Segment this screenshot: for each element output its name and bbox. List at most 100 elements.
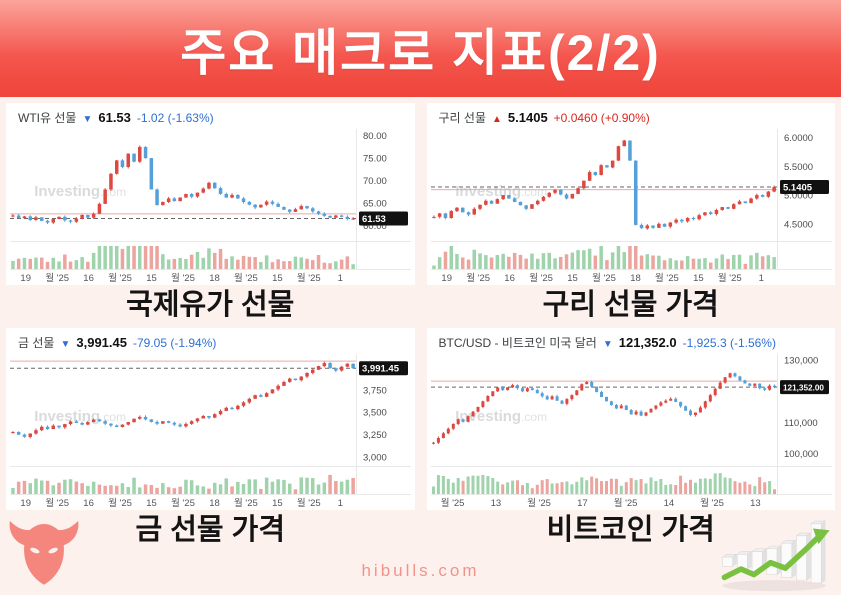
svg-text:월 '25: 월 '25 bbox=[171, 497, 195, 509]
svg-text:6.0000: 6.0000 bbox=[784, 133, 813, 144]
svg-text:75.00: 75.00 bbox=[363, 154, 387, 165]
price-down-icon: ▼ bbox=[60, 339, 71, 350]
charts-row-top: WTI유 선물 ▼ 61.53 -1.02 (-1.63%) Investing… bbox=[0, 103, 841, 285]
title-banner: 주요 매크로 지표(2/2) bbox=[0, 0, 841, 97]
svg-text:15: 15 bbox=[272, 498, 283, 509]
svg-text:1: 1 bbox=[338, 498, 343, 509]
chart-header-copper: 구리 선물 ▲ 5.1405 +0.0460 (+0.90%) bbox=[431, 107, 834, 129]
instrument-name: 금 선물 bbox=[18, 336, 55, 350]
bull-logo-icon bbox=[9, 520, 79, 585]
site-url: hibulls.com bbox=[361, 561, 480, 580]
svg-text:16: 16 bbox=[83, 498, 94, 509]
svg-text:60.00: 60.00 bbox=[363, 221, 387, 232]
svg-text:130,000: 130,000 bbox=[784, 356, 818, 367]
svg-text:13: 13 bbox=[490, 498, 501, 509]
last-price: 5.1405 bbox=[507, 110, 548, 125]
svg-text:17: 17 bbox=[577, 498, 588, 509]
price-down-icon: ▼ bbox=[82, 114, 93, 125]
svg-text:Investing.com: Investing.com bbox=[34, 183, 126, 200]
svg-text:월 '25: 월 '25 bbox=[108, 272, 132, 284]
chart-header-wti: WTI유 선물 ▼ 61.53 -1.02 (-1.63%) bbox=[10, 107, 413, 129]
svg-text:15: 15 bbox=[567, 273, 578, 284]
svg-text:61.53: 61.53 bbox=[362, 214, 386, 225]
chart-header-gold: 금 선물 ▼ 3,991.45 -79.05 (-1.94%) bbox=[10, 332, 413, 354]
svg-text:3,991.45: 3,991.45 bbox=[362, 364, 400, 375]
caption-copper-futures: 구리 선물 가격 bbox=[542, 289, 719, 321]
svg-text:월 '25: 월 '25 bbox=[655, 272, 679, 284]
price-change: +0.0460 (+0.90%) bbox=[553, 111, 650, 125]
svg-text:월 '25: 월 '25 bbox=[700, 497, 724, 509]
svg-text:100,000: 100,000 bbox=[784, 449, 818, 460]
svg-text:110,000: 110,000 bbox=[784, 418, 818, 429]
rising-bar-chart-icon bbox=[721, 520, 830, 592]
charts-row-bottom: 금 선물 ▼ 3,991.45 -79.05 (-1.94%) Investin… bbox=[0, 328, 841, 510]
captions-row-top: 국제유가 선물 구리 선물 가격 bbox=[0, 288, 841, 322]
captions-row-bottom: 금 선물 가격 비트코인 가격 bbox=[0, 513, 841, 547]
svg-text:80.00: 80.00 bbox=[363, 131, 387, 142]
svg-text:19: 19 bbox=[20, 273, 31, 284]
svg-text:월 '25: 월 '25 bbox=[45, 497, 69, 509]
svg-text:월 '25: 월 '25 bbox=[234, 272, 258, 284]
caption-oil-futures: 국제유가 선물 bbox=[126, 289, 295, 321]
last-price: 121,352.0 bbox=[618, 335, 677, 350]
svg-text:5.1405: 5.1405 bbox=[783, 183, 813, 194]
price-up-icon: ▲ bbox=[492, 114, 502, 125]
svg-text:19: 19 bbox=[441, 273, 452, 284]
chart-card-wti: WTI유 선물 ▼ 61.53 -1.02 (-1.63%) Investing… bbox=[6, 103, 415, 285]
svg-text:월 '25: 월 '25 bbox=[440, 497, 464, 509]
svg-text:3,750: 3,750 bbox=[363, 385, 387, 396]
price-down-icon: ▼ bbox=[602, 339, 613, 350]
instrument-name: 구리 선물 bbox=[438, 111, 487, 125]
svg-text:15: 15 bbox=[693, 273, 704, 284]
svg-text:4.5000: 4.5000 bbox=[784, 219, 813, 230]
btc-candlestick-chart: Investing.com130,000110,000100,000121,35… bbox=[430, 354, 832, 510]
svg-text:월 '25: 월 '25 bbox=[45, 272, 69, 284]
last-price: 3,991.45 bbox=[76, 335, 127, 350]
svg-text:3,250: 3,250 bbox=[363, 430, 387, 441]
svg-text:15: 15 bbox=[146, 273, 157, 284]
svg-text:13: 13 bbox=[750, 498, 761, 509]
svg-text:월 '25: 월 '25 bbox=[466, 272, 490, 284]
copper-candlestick-chart: Investing.com 6.0000 5.5000 5.0000 4.5000 5.1… bbox=[430, 129, 832, 285]
caption-gold-futures: 금 선물 가격 bbox=[135, 514, 285, 546]
svg-text:월 '25: 월 '25 bbox=[527, 497, 551, 509]
svg-text:5.0000: 5.0000 bbox=[784, 191, 813, 202]
svg-text:3,000: 3,000 bbox=[363, 453, 387, 464]
svg-text:월 '25: 월 '25 bbox=[171, 272, 195, 284]
chart-card-copper: 구리 선물 ▲ 5.1405 +0.0460 (+0.90%) Investin… bbox=[426, 103, 835, 285]
chart-card-btc: BTC/USD - 비트코인 미국 달러 ▼ 121,352.0 -1,925.… bbox=[426, 328, 835, 510]
svg-text:16: 16 bbox=[504, 273, 515, 284]
wti-candlestick-chart: Investing.com 80.00 75.00 70.00 65.00 60.0061… bbox=[10, 129, 411, 285]
svg-text:월 '25: 월 '25 bbox=[529, 272, 553, 284]
svg-text:18: 18 bbox=[209, 498, 220, 509]
price-change: -1.02 (-1.63%) bbox=[136, 111, 214, 125]
svg-text:1: 1 bbox=[758, 273, 763, 284]
chart-header-btc: BTC/USD - 비트코인 미국 달러 ▼ 121,352.0 -1,925.… bbox=[431, 332, 834, 354]
caption-bitcoin: 비트코인 가격 bbox=[546, 514, 715, 546]
price-change: -1,925.3 (-1.56%) bbox=[682, 336, 776, 350]
svg-text:18: 18 bbox=[630, 273, 641, 284]
price-change: -79.05 (-1.94%) bbox=[132, 336, 217, 350]
svg-text:14: 14 bbox=[663, 498, 674, 509]
svg-text:18: 18 bbox=[209, 273, 220, 284]
chart-card-gold: 금 선물 ▼ 3,991.45 -79.05 (-1.94%) Investin… bbox=[6, 328, 415, 510]
svg-text:Investing.com: Investing.com bbox=[455, 183, 547, 200]
instrument-name: BTC/USD - 비트코인 미국 달러 bbox=[438, 336, 597, 350]
instrument-name: WTI유 선물 bbox=[18, 111, 77, 125]
svg-text:Investing.com: Investing.com bbox=[34, 408, 126, 425]
svg-text:19: 19 bbox=[20, 498, 31, 509]
svg-text:월 '25: 월 '25 bbox=[592, 272, 616, 284]
gold-candlestick-chart: Investing.com 3,750 3,500 3,250 3,000 3,991.4… bbox=[10, 354, 411, 510]
svg-text:65.00: 65.00 bbox=[363, 198, 387, 209]
svg-text:16: 16 bbox=[83, 273, 94, 284]
svg-text:3,500: 3,500 bbox=[363, 408, 387, 419]
svg-text:5.5000: 5.5000 bbox=[784, 162, 813, 173]
svg-text:월 '25: 월 '25 bbox=[717, 272, 741, 284]
svg-text:월 '25: 월 '25 bbox=[234, 497, 258, 509]
last-price: 61.53 bbox=[98, 110, 131, 125]
svg-text:월 '25: 월 '25 bbox=[108, 497, 132, 509]
svg-text:15: 15 bbox=[272, 273, 283, 284]
svg-text:121,352.00: 121,352.00 bbox=[783, 384, 824, 393]
svg-text:월 '25: 월 '25 bbox=[297, 497, 321, 509]
